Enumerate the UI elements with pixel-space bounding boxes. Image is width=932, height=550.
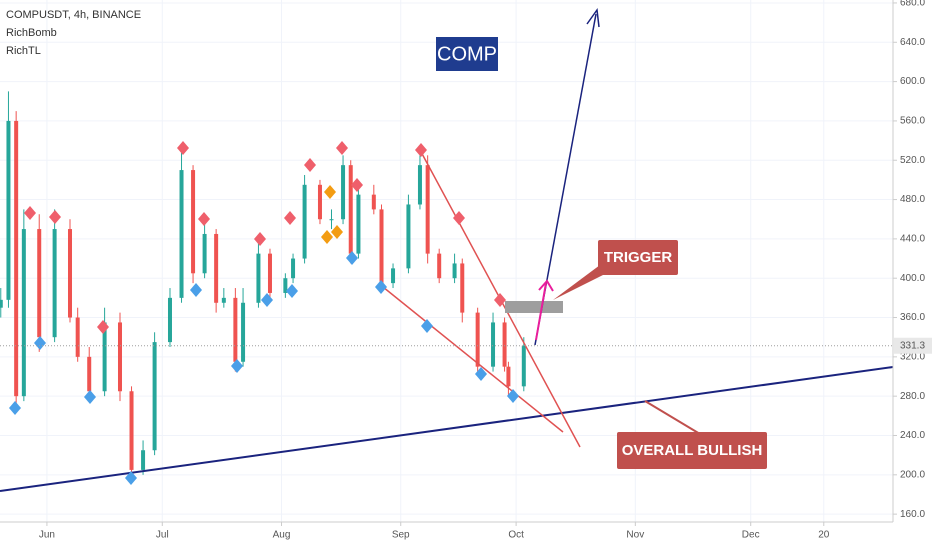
symbol: COMPUSDT, 4h, BINANCE (6, 9, 141, 21)
trigger-zone (505, 301, 563, 313)
candles (0, 91, 526, 480)
candle-body (141, 450, 146, 470)
candle-body (475, 312, 480, 367)
trigger-label: TRIGGER (604, 249, 673, 266)
candle-body (37, 229, 42, 338)
candle-body (341, 165, 346, 220)
candle-body (221, 297, 226, 303)
y-tick-label: 160.0 (900, 509, 925, 520)
candle-body (21, 229, 26, 397)
candle-body (52, 229, 57, 338)
candle-body (191, 170, 196, 274)
trigger-box (598, 240, 678, 275)
y-tick-label: 680.0 (900, 0, 925, 9)
comp-box (436, 37, 498, 71)
candle-body (406, 204, 411, 269)
x-tick-label: Sep (392, 530, 410, 541)
candle-body (302, 184, 307, 259)
bullish-label: OVERALL BULLISH (622, 442, 763, 459)
y-tick-label: 560.0 (900, 116, 925, 127)
y-tick-label: 200.0 (900, 469, 925, 480)
x-tick-label: Nov (626, 530, 644, 541)
x-tick-label: Dec (742, 530, 760, 541)
candle-body (241, 302, 246, 362)
candle-body (0, 299, 3, 308)
candle-body (233, 297, 238, 362)
last-price-box (894, 337, 932, 354)
bullish-pointer (644, 400, 701, 435)
candle-body (317, 184, 322, 220)
candle-body (437, 253, 442, 279)
y-tick-label: 480.0 (900, 194, 925, 205)
bullish-box (617, 432, 767, 469)
candle-body (102, 322, 107, 392)
candle-body (256, 253, 261, 303)
trigger-pointer (553, 265, 605, 300)
candle-body (521, 345, 526, 387)
candle-body (202, 233, 207, 274)
candle-body (356, 194, 361, 254)
candle-body (87, 356, 92, 392)
trigger-arrow (535, 282, 547, 341)
y-tick-label: 640.0 (900, 37, 925, 48)
last-price-label: 331.3 (900, 340, 925, 351)
candle-body (417, 165, 422, 205)
candle-body (460, 263, 465, 313)
x-tick-label: Jun (39, 530, 55, 541)
candle-body (179, 170, 184, 298)
target-arrow-head (586, 7, 600, 28)
candle-body (452, 263, 457, 279)
candle-body (214, 233, 219, 303)
candle-body (391, 268, 396, 284)
candle-body (502, 322, 507, 367)
comp-label: COMP (437, 43, 497, 65)
candle-body (14, 120, 19, 397)
y-tick-label: 280.0 (900, 391, 925, 402)
candle-body (6, 120, 11, 300)
trigger-arrow-head (538, 279, 554, 292)
candle-body (167, 297, 172, 343)
candle-body (117, 322, 122, 392)
y-tick-label: 240.0 (900, 430, 925, 441)
candle-body (67, 229, 72, 318)
candle-body (491, 322, 496, 367)
x-tick-label: Jul (156, 530, 169, 541)
candle-body (371, 194, 376, 210)
candle-body (267, 253, 272, 293)
candle-body (329, 219, 334, 221)
candle-body (283, 278, 288, 293)
indicator: RichTL (6, 45, 41, 57)
candle-body (379, 209, 384, 284)
y-tick-label: 520.0 (900, 155, 925, 166)
y-tick-label: 600.0 (900, 76, 925, 87)
indicator: RichBomb (6, 27, 57, 39)
y-tick-label: 320.0 (900, 351, 925, 362)
y-tick-label: 440.0 (900, 234, 925, 245)
support-trendline (0, 366, 894, 492)
x-tick-label: 20 (818, 530, 830, 541)
x-tick-label: Oct (508, 530, 524, 541)
candle-body (152, 342, 157, 451)
y-tick-label: 400.0 (900, 273, 925, 284)
y-tick-label: 360.0 (900, 312, 925, 323)
candle-body (506, 366, 511, 387)
candle-body (75, 317, 80, 357)
candle-body (129, 391, 134, 470)
wedge-lower (382, 286, 564, 433)
x-tick-label: Aug (273, 530, 291, 541)
candle-body (291, 258, 296, 279)
candle-body (425, 165, 430, 254)
candle-body (348, 165, 353, 254)
